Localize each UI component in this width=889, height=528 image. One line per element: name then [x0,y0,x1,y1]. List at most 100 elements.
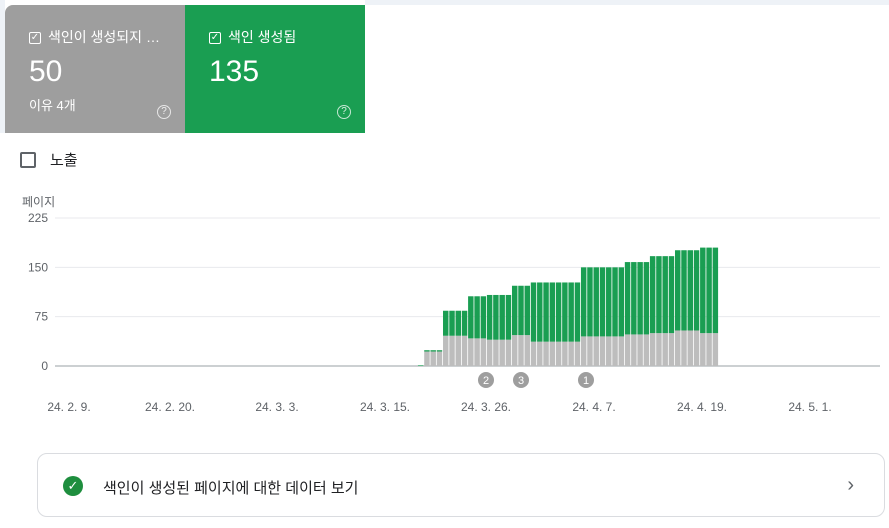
bar-segment [687,250,694,331]
bar-segment [668,333,675,366]
indexed-count: 135 [209,55,260,88]
pages-chart: 0 75 150 225 24. 2. 9. 24. 2. 20. 24. 3. 3. 24.… [28,211,880,414]
not-indexed-card[interactable]: ✓ 색인이 생성되지 않음 50 이유 4개 ? [5,5,185,133]
bar-segment [543,341,549,366]
checkbox-checked-icon[interactable]: ✓ [209,32,221,44]
bar-segment [662,256,668,334]
bar-segment [486,294,493,340]
bar-segment [424,351,430,366]
bar-segment [599,336,606,366]
bar-segment [537,282,543,342]
bar-segment [555,341,562,366]
bar-segment [436,350,443,352]
bar-segment [681,250,687,331]
bar-segment [543,282,549,342]
bar-segment [524,335,530,366]
bar-segment [449,335,455,366]
checkbox-checked-icon[interactable]: ✓ [29,32,41,44]
bar-segment [662,333,668,366]
chevron-right-icon: › [847,474,854,496]
bar-segment [518,335,524,366]
bar-segment [587,267,593,337]
bar-segment [643,334,650,366]
indexed-label: 색인 생성됨 [228,29,297,45]
annotation-label: 2 [483,375,489,387]
bar-segment [524,285,530,336]
bar-segment [449,310,455,336]
bar-segment [562,282,568,342]
bar-segment [511,285,518,336]
bar-segment [549,282,556,342]
bar-segment [693,330,700,366]
bar-segment [455,310,462,336]
bar-segment [474,296,480,339]
bar-segment [430,350,436,352]
bar-segment [593,336,599,366]
y-axis-title: 페이지 [22,195,56,209]
checkbox-unchecked-icon[interactable] [20,151,36,168]
bar-segment [643,262,650,335]
bar-segment [687,330,694,366]
x-tick-label: 24. 3. 26. [461,400,511,414]
bar-segment [530,341,537,366]
bar-segment [562,341,568,366]
annotation-marker [478,372,494,388]
bar-segment [468,296,474,339]
bar-segment [417,365,424,366]
view-indexed-data-link[interactable]: ✓ 색인이 생성된 페이지에 대한 데이터 보기 › [37,453,885,517]
bar-segment [706,247,712,334]
bar-segment [606,267,612,337]
bar-segment [474,338,480,366]
annotation-label: 3 [518,375,524,387]
bar-segment [675,250,681,331]
annotation-marker [513,372,529,388]
bar-segment [631,262,637,335]
bar-segment [499,339,505,366]
bar-segment [549,341,556,366]
bar-segment [580,267,587,337]
x-tick-label: 24. 5. 1. [788,400,831,414]
annotation-label: 1 [583,375,589,387]
bar-segment [499,294,505,340]
x-tick-label: 24. 4. 19. [677,400,727,414]
not-indexed-count: 50 [29,55,63,88]
bar-segment [587,336,593,366]
bar-segment [637,262,643,335]
y-tick-label: 225 [28,211,48,225]
bar-segment [712,333,719,366]
bar-segment [606,336,612,366]
help-icon[interactable]: ? [157,105,171,119]
bar-segment [700,333,706,366]
x-tick-label: 24. 4. 7. [572,400,615,414]
annotation-marker [578,372,594,388]
x-tick-label: 24. 3. 15. [360,400,410,414]
bar-segment [455,335,462,366]
bar-segment [599,267,606,337]
bar-segment [649,333,656,366]
bar-segment [624,334,631,366]
bar-segment [511,335,518,366]
bar-segment [424,350,430,352]
not-indexed-reasons: 이유 4개 [29,98,76,113]
bar-segment [443,310,449,336]
x-tick-label: 24. 2. 9. [47,400,90,414]
bar-segment [580,336,587,366]
bar-segment [631,334,637,366]
exposure-toggle[interactable]: 노출 [20,149,78,170]
help-icon[interactable]: ? [337,105,351,119]
bar-segment [493,294,499,340]
bar-segment [693,250,700,331]
indexed-card[interactable]: ✓ 색인 생성됨 135 ? [185,5,365,133]
bar-segment [461,335,468,366]
bar-segment [518,285,524,336]
bar-segment [505,339,512,366]
bar-segment [668,256,675,334]
bar-segment [656,256,662,334]
bar-segment [712,247,719,334]
bar-segment [618,267,625,337]
bar-segment [480,338,487,366]
bar-segment [568,341,574,366]
bar-segment [461,310,468,336]
bar-segment [593,267,599,337]
exposure-label: 노출 [50,152,78,169]
